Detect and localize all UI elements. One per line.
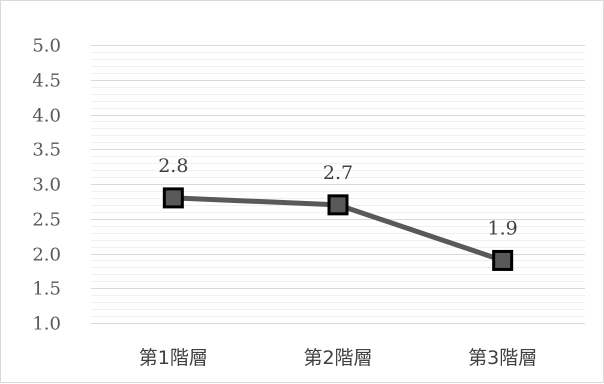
- y-tick-label: 4.0: [32, 106, 61, 127]
- x-axis-category-labels: 第1階層 第2階層 第3階層: [139, 347, 537, 369]
- x-category-label: 第3階層: [468, 347, 537, 369]
- x-category-label: 第2階層: [303, 347, 372, 369]
- y-tick-label: 5.0: [32, 36, 61, 57]
- data-labels: 2.8 2.7 1.9: [158, 155, 518, 240]
- data-label: 2.8: [158, 155, 188, 177]
- y-tick-label: 2.0: [32, 245, 61, 266]
- data-label: 1.9: [488, 217, 518, 239]
- data-label: 2.7: [323, 162, 353, 184]
- series-markers: [162, 187, 514, 271]
- x-category-label: 第1階層: [139, 347, 208, 369]
- y-tick-label: 1.5: [32, 279, 61, 300]
- y-axis-tick-labels: 1.0 1.5 2.0 2.5 3.0 3.5 4.0 4.5 5.0: [32, 36, 61, 335]
- y-tick-label: 2.5: [32, 210, 61, 231]
- y-tick-label: 4.5: [32, 71, 61, 92]
- y-tick-label: 1.0: [32, 314, 61, 335]
- data-point-marker: [327, 194, 349, 216]
- y-tick-label: 3.0: [32, 175, 61, 196]
- data-point-marker: [492, 249, 514, 271]
- data-point-marker: [162, 187, 184, 209]
- y-tick-label: 3.5: [32, 140, 61, 161]
